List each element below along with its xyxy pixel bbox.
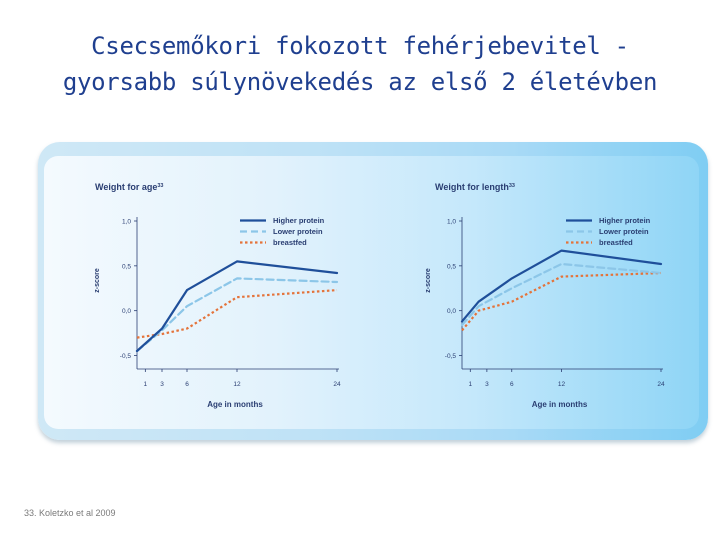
series-line-lower-protein [135,277,339,353]
x-tick-label: 3 [160,381,164,388]
y-axis-label: z-score [94,268,101,293]
x-axis-label: Age in months [532,400,588,409]
y-tick-label: 0,0 [122,308,131,315]
series-line-breastfed [461,271,662,332]
y-tick-label: 1,0 [447,219,456,226]
y-tick-label: -0,5 [120,353,132,360]
footnote: 33. Koletzko et al 2009 [24,508,116,518]
chart-title-superscript: 33 [509,183,515,189]
x-axis-label: Age in months [207,400,263,409]
series-line-lower-protein [460,262,663,327]
slide-title-line-2: gyorsabb súlynövekedés az első 2 életévb… [62,68,658,96]
chart-title-text: Weight for length [435,182,509,192]
y-axis-label: z-score [425,268,432,293]
legend-entry: breastfed [599,238,633,247]
y-tick-label: 0,0 [447,308,456,315]
x-tick-label: 6 [510,381,514,388]
chart-title-text: Weight for age [95,182,157,192]
series-line-breastfed [136,289,338,339]
legend-entry: Higher protein [273,216,325,225]
chart-1: Weight for age33 1,0 0,5 0,0 -0,5 z-score 1 3 6 1… [94,182,341,409]
y-tick-label: -0,5 [445,353,457,360]
x-tick-label: 1 [468,381,472,388]
legend-entry: breastfed [273,238,307,247]
chart-title: Weight for age33 [95,182,163,192]
x-tick-label: 1 [144,381,148,388]
slide-title: Csecsemőkori fokozott fehérjebevitel - g… [0,28,720,100]
slide-title-line-1: Csecsemőkori fokozott fehérjebevitel - [91,32,629,60]
chart-panel-inner [44,156,699,429]
x-tick-label: 24 [657,381,665,388]
x-tick-label: 12 [558,381,566,388]
series-line-higher-protein [135,260,339,353]
legend-entry: Higher protein [599,216,651,225]
chart-title: Weight for length33 [435,182,515,192]
series-line-higher-protein [460,249,663,323]
y-tick-label: 0,5 [447,263,456,270]
y-tick-label: 0,5 [122,263,131,270]
legend-entry: Lower protein [273,227,323,236]
chart-2: Weight for length33 1,0 0,5 0,0 -0,5 z-score 1… [425,182,665,409]
y-tick-label: 1,0 [122,219,131,226]
legend-entry: Lower protein [599,227,649,236]
x-tick-label: 12 [233,381,241,388]
x-tick-label: 6 [185,381,189,388]
x-tick-label: 3 [485,381,489,388]
chart-title-superscript: 33 [157,183,163,189]
x-tick-label: 24 [333,381,341,388]
